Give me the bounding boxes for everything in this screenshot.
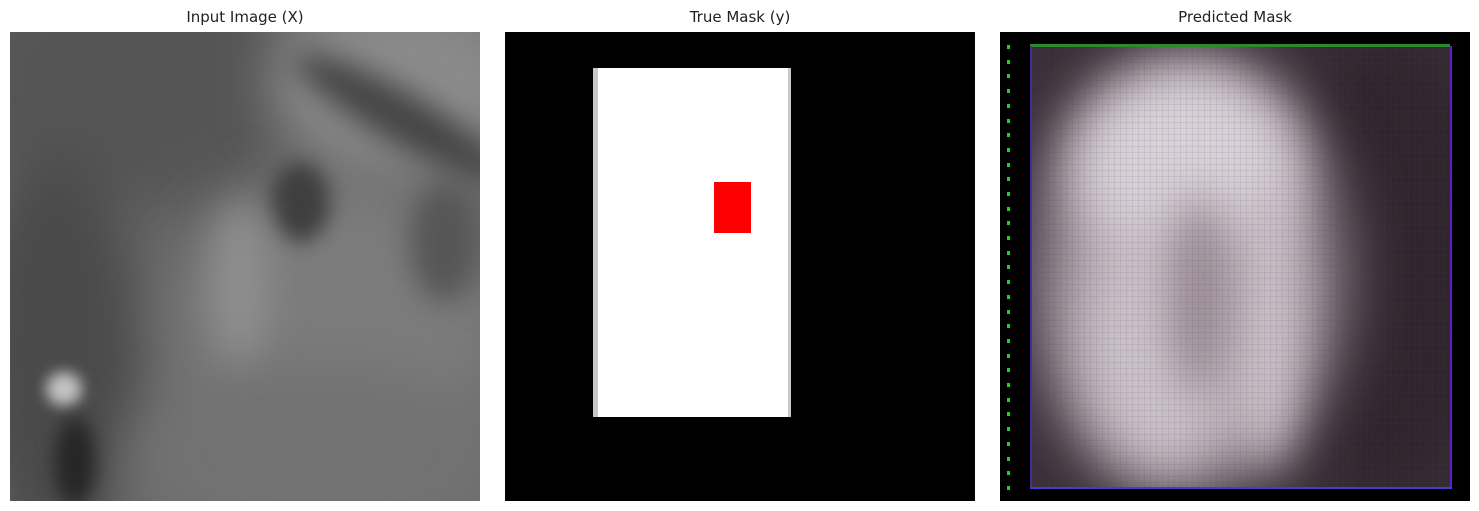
prediction-dot (1007, 412, 1010, 416)
prediction-dot (1007, 486, 1010, 490)
prediction-dot (1007, 427, 1010, 431)
prediction-dot (1007, 339, 1010, 343)
mask-region (593, 68, 791, 417)
true-mask-title: True Mask (y) (689, 8, 791, 26)
prediction-dot (1007, 89, 1010, 93)
prediction-dot (1007, 398, 1010, 402)
prediction-dot (1007, 192, 1010, 196)
prediction-dot (1007, 295, 1010, 299)
prediction-dot (1007, 457, 1010, 461)
prediction-dot (1007, 280, 1010, 284)
true-mask-image (505, 32, 975, 501)
prediction-dot (1007, 221, 1010, 225)
prediction-dot (1007, 354, 1010, 358)
prediction-bottom-border (1030, 487, 1452, 489)
prediction-top-border (1030, 44, 1450, 47)
prediction-dot (1007, 163, 1010, 167)
prediction-dot (1007, 324, 1010, 328)
prediction-dot (1007, 265, 1010, 269)
prediction-dot (1007, 148, 1010, 152)
prediction-region (1030, 46, 1452, 489)
input-image-title: Input Image (X) (186, 8, 304, 26)
prediction-dot (1007, 471, 1010, 475)
predicted-mask-title: Predicted Mask (1178, 8, 1292, 26)
mask-left-edge (593, 68, 598, 417)
prediction-dot (1007, 119, 1010, 123)
predicted-mask-image (1000, 32, 1470, 501)
mask-right-edge (788, 68, 791, 417)
prediction-dot (1007, 74, 1010, 78)
prediction-dot (1007, 251, 1010, 255)
input-image (10, 32, 480, 501)
prediction-dot (1007, 177, 1010, 181)
prediction-dot (1007, 383, 1010, 387)
prediction-dot (1007, 236, 1010, 240)
mask-marker (714, 182, 751, 233)
prediction-dot (1007, 442, 1010, 446)
prediction-dot (1007, 133, 1010, 137)
prediction-dot (1007, 60, 1010, 64)
prediction-dot (1007, 45, 1010, 49)
prediction-dot (1007, 104, 1010, 108)
prediction-dot (1007, 310, 1010, 314)
prediction-dot (1007, 207, 1010, 211)
prediction-left-border (1030, 46, 1032, 489)
prediction-right-border (1450, 46, 1452, 489)
prediction-dot (1007, 368, 1010, 372)
